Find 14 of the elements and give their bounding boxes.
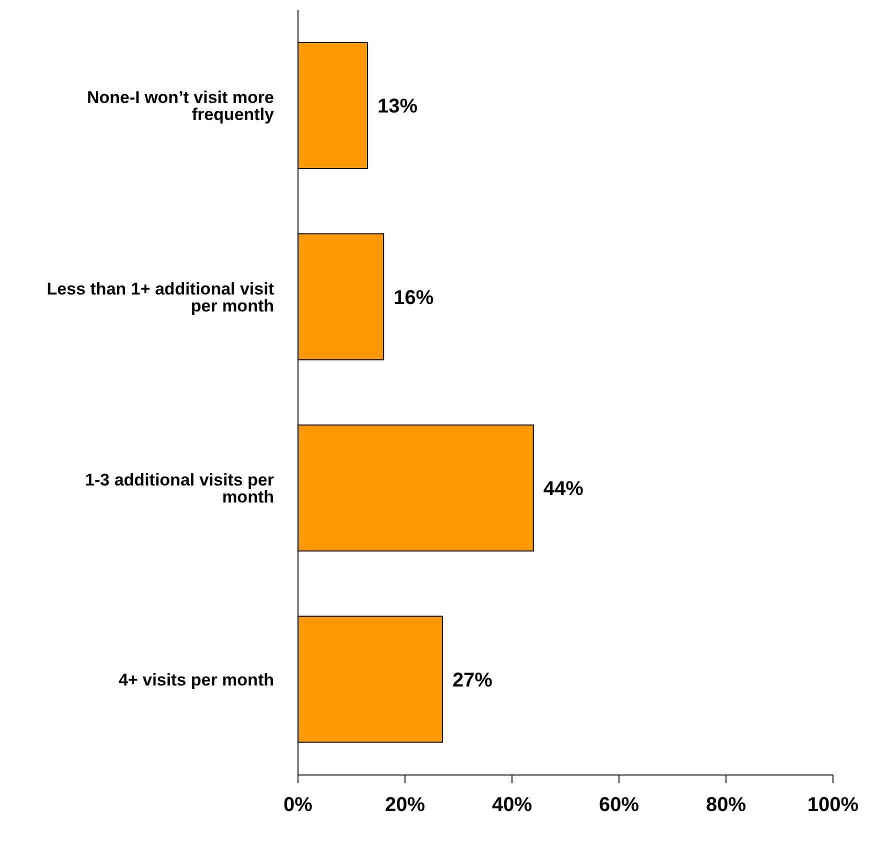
data-label: 27%: [452, 669, 493, 692]
x-tick-label: 80%: [706, 794, 746, 816]
y-tick-label: None-I won’t visit more frequently: [86, 88, 275, 124]
x-tick-label: 60%: [598, 794, 640, 816]
y-tick-label: 4+ visits per month: [118, 670, 274, 690]
x-tick-label: 0%: [284, 794, 313, 816]
y-tick-label: Less than 1+ additional visit per month: [46, 279, 274, 316]
data-label: 44%: [543, 478, 584, 500]
x-tick-label: 100%: [807, 794, 859, 816]
data-label: 13%: [378, 96, 418, 118]
x-tick-label: 20%: [384, 794, 426, 816]
data-label: 16%: [394, 286, 434, 309]
x-tick-label: 40%: [492, 794, 532, 816]
y-tick-label: 1-3 additional visits per month: [85, 470, 274, 507]
